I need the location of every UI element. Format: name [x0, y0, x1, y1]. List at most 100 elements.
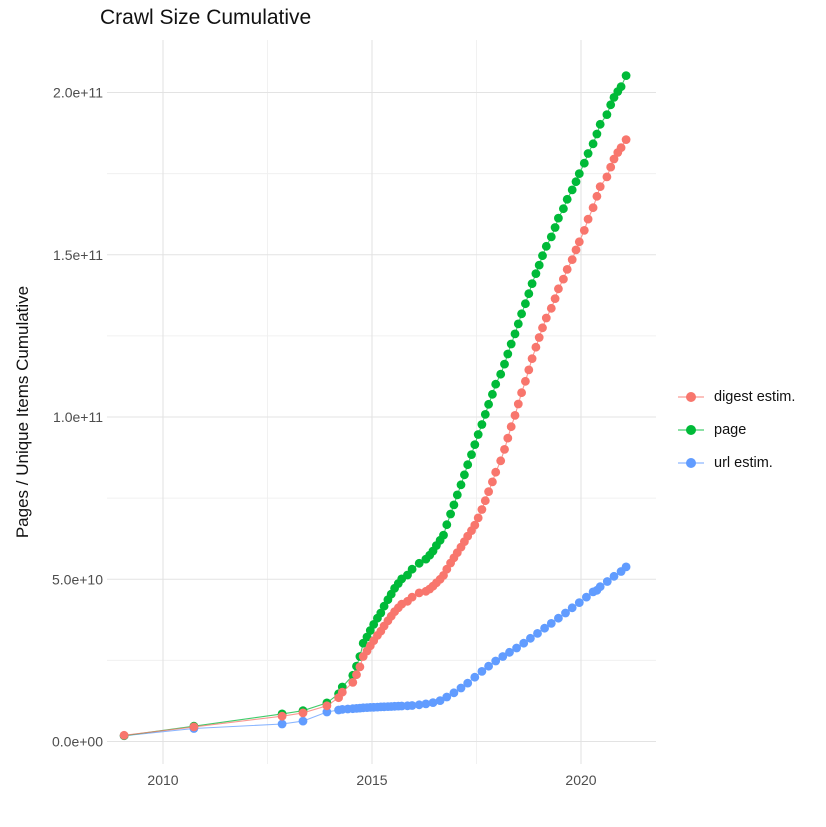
- data-point-digest-estim-: [480, 496, 490, 506]
- legend-key-icon: [678, 457, 704, 469]
- data-point-page: [595, 119, 605, 129]
- data-point-page: [621, 71, 631, 80]
- data-point-page: [496, 369, 506, 379]
- data-point-digest-estim-: [484, 487, 493, 496]
- data-point-page: [524, 289, 534, 299]
- data-point-digest-estim-: [355, 662, 365, 672]
- legend-item-page: page: [678, 413, 795, 446]
- chart-legend: digest estim. page url estim.: [678, 380, 795, 479]
- data-point-digest-estim-: [583, 214, 593, 224]
- data-point-page: [446, 509, 455, 519]
- data-point-page: [484, 399, 493, 409]
- data-point-digest-estim-: [503, 433, 513, 443]
- data-point-digest-estim-: [473, 513, 483, 523]
- data-point-page: [616, 82, 626, 92]
- data-point-digest-estim-: [477, 505, 487, 514]
- data-point-page: [503, 349, 513, 359]
- data-point-url-estim-: [491, 656, 501, 666]
- data-point-page: [559, 204, 568, 214]
- legend-label: digest estim.: [714, 388, 796, 405]
- x-tick-label: 2010: [147, 772, 178, 788]
- data-point-digest-estim-: [521, 376, 530, 386]
- data-point-url-estim-: [298, 716, 308, 726]
- data-point-page: [414, 558, 424, 568]
- x-tick-label: 2015: [356, 772, 387, 788]
- data-point-url-estim-: [428, 698, 438, 707]
- data-point-url-estim-: [582, 592, 591, 602]
- data-point-url-estim-: [498, 652, 508, 661]
- data-point-page: [379, 601, 389, 611]
- data-point-digest-estim-: [277, 711, 287, 721]
- data-point-digest-estim-: [550, 294, 560, 303]
- data-point-page: [571, 177, 581, 187]
- data-point-url-estim-: [602, 577, 612, 586]
- data-point-page: [541, 241, 551, 251]
- data-point-digest-estim-: [414, 588, 424, 598]
- data-point-page: [588, 139, 598, 149]
- data-point-digest-estim-: [524, 365, 534, 375]
- data-point-page: [531, 269, 541, 278]
- data-point-page: [554, 213, 563, 223]
- data-point-digest-estim-: [407, 592, 417, 602]
- data-point-digest-estim-: [470, 520, 480, 530]
- data-point-digest-estim-: [510, 411, 520, 420]
- data-point-page: [574, 169, 584, 179]
- data-point-page: [460, 470, 469, 480]
- data-point-digest-estim-: [488, 477, 497, 487]
- data-point-page: [488, 389, 497, 399]
- data-point-page: [510, 329, 520, 339]
- data-point-page: [449, 500, 459, 510]
- y-tick-label: 5.0e+10: [52, 571, 103, 587]
- data-point-url-estim-: [477, 667, 487, 676]
- data-point-url-estim-: [484, 661, 493, 671]
- data-point-page: [546, 232, 556, 242]
- data-point-page: [480, 410, 490, 419]
- data-point-url-estim-: [546, 619, 556, 628]
- data-point-digest-estim-: [579, 226, 589, 235]
- data-point-page: [473, 430, 483, 439]
- data-point-url-estim-: [456, 683, 466, 693]
- data-point-url-estim-: [561, 608, 570, 618]
- data-point-url-estim-: [322, 707, 332, 717]
- data-point-page: [500, 359, 509, 369]
- data-point-digest-estim-: [567, 255, 577, 264]
- data-point-page: [506, 339, 516, 349]
- data-point-page: [362, 632, 372, 642]
- data-point-digest-estim-: [588, 203, 598, 213]
- data-point-page: [567, 185, 577, 195]
- data-point-digest-estim-: [559, 274, 568, 284]
- data-point-page: [606, 100, 616, 110]
- data-point-digest-estim-: [119, 730, 129, 740]
- data-point-digest-estim-: [491, 467, 501, 477]
- data-point-page: [538, 251, 547, 261]
- legend-label: url estim.: [714, 454, 773, 471]
- data-point-page: [583, 149, 593, 158]
- data-point-page: [463, 460, 473, 470]
- data-point-digest-estim-: [506, 422, 516, 432]
- data-point-page: [521, 299, 530, 309]
- data-point-url-estim-: [519, 638, 529, 648]
- data-point-page: [439, 530, 448, 540]
- y-tick-label: 0.0e+00: [52, 734, 103, 750]
- data-point-url-estim-: [449, 688, 459, 698]
- data-point-url-estim-: [609, 571, 619, 581]
- data-point-digest-estim-: [595, 182, 605, 192]
- data-point-digest-estim-: [546, 303, 556, 313]
- data-point-url-estim-: [567, 603, 577, 613]
- y-tick-label: 1.0e+11: [53, 409, 103, 425]
- data-point-page: [602, 110, 612, 119]
- data-point-page: [517, 309, 526, 319]
- data-point-url-estim-: [407, 701, 417, 710]
- data-point-url-estim-: [512, 643, 521, 653]
- data-point-page: [491, 379, 501, 389]
- data-point-digest-estim-: [496, 456, 506, 466]
- data-point-url-estim-: [621, 562, 631, 572]
- y-tick-label: 2.0e+11: [53, 85, 103, 101]
- data-point-digest-estim-: [609, 154, 619, 164]
- data-point-digest-estim-: [500, 445, 509, 454]
- data-point-digest-estim-: [352, 670, 361, 680]
- data-point-page: [407, 564, 417, 574]
- legend-label: page: [714, 421, 747, 438]
- series-line-digest-estim-: [124, 139, 627, 736]
